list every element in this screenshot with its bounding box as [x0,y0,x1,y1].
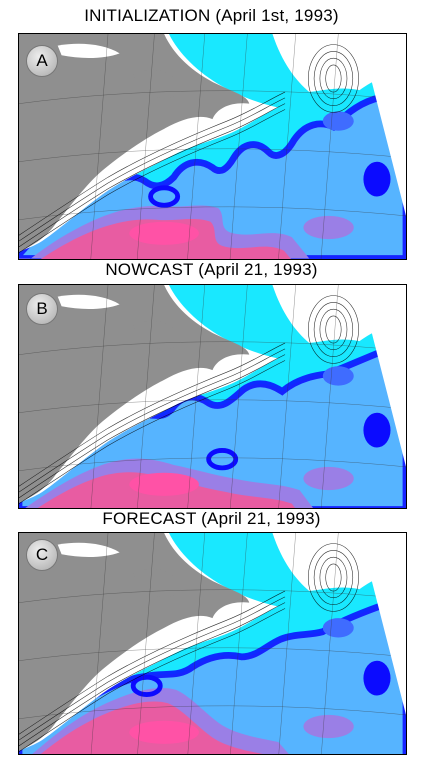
labrador-contour-ring [325,64,342,93]
depth-contour [19,602,286,747]
eddy-ring [130,674,163,697]
labrador-contour-ring [307,543,359,612]
meridian-line [90,34,109,259]
parallel-line [19,457,406,471]
parallel-line [19,148,406,162]
panel-b-badge: B [26,293,58,325]
meridian-line [278,533,296,754]
meridian-line [278,285,296,508]
labrador-contour-ring [313,51,354,106]
panel-a-title: INITIALIZATION (April 1st, 1993) [84,6,339,25]
bathymetry-contours [19,543,359,752]
panel-a-map [18,33,407,260]
panel-c-title: FORECAST (April 21, 1993) [102,509,321,528]
depth-contour [19,596,286,741]
panel-b-title: NOWCAST (April 21, 1993) [105,260,318,279]
warm-core-patch [129,472,199,496]
depth-contour [19,590,286,735]
depth-contour [19,342,286,487]
meridian-line [187,34,206,259]
parallel-line [19,90,406,104]
depth-contour [19,97,286,242]
meridian-line [230,533,248,754]
gulf-of-st-lawrence [57,294,120,309]
offshore-blue-patch [363,161,391,197]
parallel-line [19,705,406,719]
depth-contour [19,360,286,504]
depth-contour [19,348,286,493]
lat-lon-grid [19,285,406,508]
labrador-contour-ring [307,44,359,113]
panel-a-badge: A [26,45,58,77]
warm-core-patch [129,720,199,744]
lat-lon-grid [19,533,406,754]
meridian-line [90,285,109,508]
meridian-line [321,533,339,754]
offshore-eddy [322,618,354,638]
parallel-line [19,206,406,220]
parallel-line [19,399,406,413]
parallel-line [19,647,406,661]
depth-contour [19,608,286,752]
offshore-lavender-patch [303,714,354,739]
eddy-ring [206,448,239,471]
newfoundland-land [133,320,182,350]
bathymetry-contours [19,44,359,253]
meridian-line [230,285,248,508]
meridian-line [137,533,155,754]
warm-core-patch [129,221,199,245]
offshore-eddy [322,366,354,386]
gulf-of-st-lawrence [57,542,120,557]
parallel-line [19,341,406,355]
meridian-line [278,34,296,259]
labrador-contour-ring [313,550,354,605]
labrador-contour-ring [325,563,342,592]
meridian-line [320,34,339,259]
offshore-lavender-patch [303,466,354,491]
offshore-lavender-patch [303,215,354,240]
bathymetry-contours [19,295,359,504]
labrador-contour-ring [307,295,359,364]
map-layer [19,34,406,259]
newfoundland-land [133,69,182,99]
panel-c-map [18,532,407,755]
panel-b-map [18,284,407,509]
meridian-line [187,533,206,754]
meridian-line [90,533,109,754]
panel-c-badge: C [26,539,58,571]
meridian-line [137,285,155,508]
depth-contour [19,103,286,248]
meridian-line [320,285,339,508]
map-layer [19,285,406,508]
meridian-line [136,34,155,259]
meridian-line [229,34,248,259]
eddy-ring [148,185,181,208]
offshore-eddy [322,111,354,131]
lat-lon-grid [19,34,406,259]
labrador-contour-ring [313,302,354,357]
offshore-blue-patch [363,412,391,448]
labrador-contour-ring [325,315,342,344]
depth-contour [19,109,286,253]
meridian-line [187,285,206,508]
depth-contour [19,354,286,499]
map-layer [19,533,406,754]
newfoundland-land [133,568,182,598]
offshore-blue-patch [363,660,391,696]
depth-contour [19,91,286,236]
parallel-line [19,589,406,603]
gulf-of-st-lawrence [57,43,120,58]
